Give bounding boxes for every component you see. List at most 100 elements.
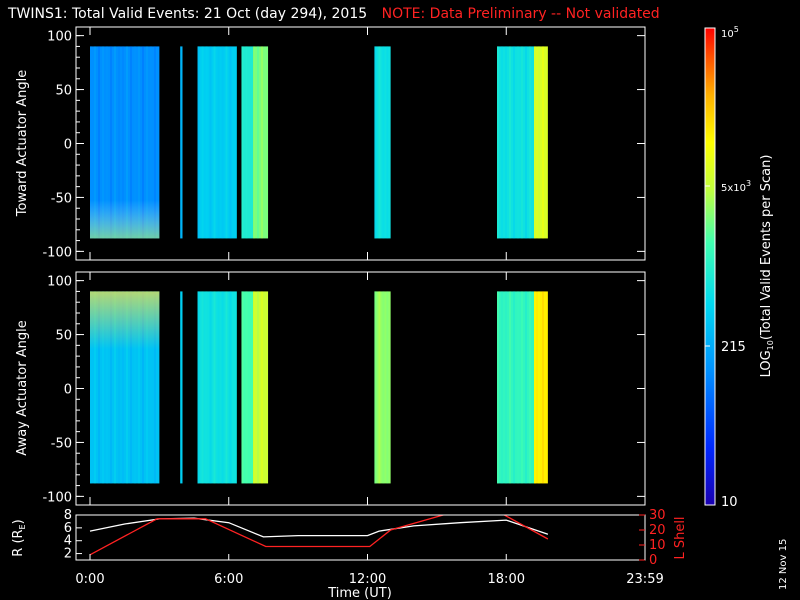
colorbar-gradient: [704, 27, 716, 506]
page-title: TWINS1: Total Valid Events: 21 Oct (day …: [8, 6, 660, 22]
toward-ytick-label: 0: [64, 138, 72, 153]
away-stripe: [201, 291, 204, 484]
toward-stripe: [257, 46, 260, 239]
toward-stripe: [229, 46, 232, 239]
toward-stripe: [378, 46, 381, 239]
away-ytick-label: -50: [51, 436, 72, 451]
toward-stripe: [497, 46, 499, 239]
toward-heatmap: [90, 46, 548, 239]
orbit-ytick-right-label: 20: [649, 523, 666, 538]
toward-ytick-label: -50: [51, 191, 72, 206]
toward-stripe: [517, 46, 519, 239]
away-stripe: [261, 291, 264, 484]
toward-stripe: [382, 46, 385, 239]
orbit-ytick-left-label: 2: [64, 547, 72, 562]
orbit-y-label: R (RE): [11, 519, 27, 556]
away-y-axis: 100 50 0 -50 -100: [42, 272, 646, 505]
toward-stripe: [241, 46, 244, 239]
toward-stripe: [253, 46, 256, 239]
x-tick-label: 18:00: [488, 572, 525, 587]
toward-panel: 100 50 0 -50 -100 Toward Actuator Angle: [15, 26, 646, 261]
away-edge-glow: [90, 291, 160, 484]
away-stripe: [221, 291, 224, 484]
toward-stripe: [509, 46, 511, 239]
toward-block-7: [534, 46, 548, 239]
orbit-ytick-right-label: 10: [649, 538, 666, 553]
toward-block-6: [497, 46, 534, 239]
away-stripe: [529, 291, 531, 484]
toward-block-4: [253, 46, 269, 239]
x-tick-label: 23:59: [626, 572, 663, 587]
away-stripe: [253, 291, 256, 484]
toward-block-1: [180, 46, 183, 239]
toward-stripe: [505, 46, 507, 239]
away-stripe: [386, 291, 389, 484]
toward-stripe: [209, 46, 212, 239]
away-stripe: [209, 291, 212, 484]
colorbar-tick-low: 215: [721, 340, 746, 355]
colorbar-label: LOG10(Total Valid Events per Scan): [759, 155, 775, 378]
away-stripe: [509, 291, 511, 484]
title-note: NOTE: Data Preliminary -- Not validated: [381, 6, 660, 22]
orbit-ytick-right-label: 0: [649, 553, 657, 568]
colorbar-tick-mid: 5x103: [721, 179, 751, 194]
away-ytick-label: 0: [64, 383, 72, 398]
away-stripe: [497, 291, 499, 484]
orbit-right-label: L Shell: [673, 516, 688, 559]
toward-stripe: [513, 46, 515, 239]
toward-stripe: [386, 46, 389, 239]
orbit-frame: [75, 514, 646, 561]
away-block-4: [253, 291, 269, 484]
toward-stripe: [525, 46, 527, 239]
away-panel: 100 50 0 -50 -100 Away Actuator Angle: [15, 271, 646, 506]
toward-stripe: [213, 46, 216, 239]
away-stripe: [374, 291, 377, 484]
toward-stripe: [529, 46, 531, 239]
toward-ytick-label: -100: [42, 245, 72, 260]
away-stripe: [241, 291, 244, 484]
away-frame: [75, 271, 646, 506]
toward-stripe: [542, 46, 544, 239]
away-stripe: [378, 291, 381, 484]
away-y-label: Away Actuator Angle: [15, 320, 30, 455]
away-stripe: [257, 291, 260, 484]
orbit-lines: [89, 515, 549, 556]
toward-stripe: [225, 46, 228, 239]
date-stamp: 12 Nov 15: [778, 539, 789, 590]
toward-stripe: [534, 46, 536, 239]
away-stripe: [217, 291, 220, 484]
toward-stripe: [197, 46, 200, 239]
away-stripe: [505, 291, 507, 484]
away-ytick-label: 100: [47, 275, 72, 290]
orbit-ytick-left-label: 8: [64, 508, 72, 523]
colorbar-tick-bottom: 10: [721, 495, 738, 510]
away-stripe: [501, 291, 503, 484]
toward-y-label: Toward Actuator Angle: [15, 70, 30, 217]
away-stripe: [229, 291, 232, 484]
orbit-ytick-right-label: 30: [649, 508, 666, 523]
orbit-ytick-left-label: 4: [64, 534, 72, 549]
toward-y-axis: 100 50 0 -50 -100: [42, 27, 646, 260]
toward-ytick-label: 100: [47, 30, 72, 45]
away-stripe: [525, 291, 527, 484]
toward-stripe: [245, 46, 248, 239]
away-block-7: [534, 291, 548, 484]
toward-stripe: [205, 46, 208, 239]
x-tick-label: 6:00: [214, 572, 243, 587]
away-heatmap: [90, 291, 548, 484]
away-block-1: [180, 291, 183, 484]
toward-stripe: [538, 46, 540, 239]
away-stripe: [542, 291, 544, 484]
toward-stripe: [374, 46, 377, 239]
toward-stripe: [521, 46, 523, 239]
away-stripe: [382, 291, 385, 484]
colorbar-tick-top: 105: [721, 25, 739, 40]
toward-stripe: [221, 46, 224, 239]
away-stripe: [245, 291, 248, 484]
orbit-series-lshell: [89, 515, 549, 556]
toward-edge-glow: [90, 46, 160, 239]
away-stripe: [534, 291, 536, 484]
orbit-series-r: [89, 517, 549, 538]
